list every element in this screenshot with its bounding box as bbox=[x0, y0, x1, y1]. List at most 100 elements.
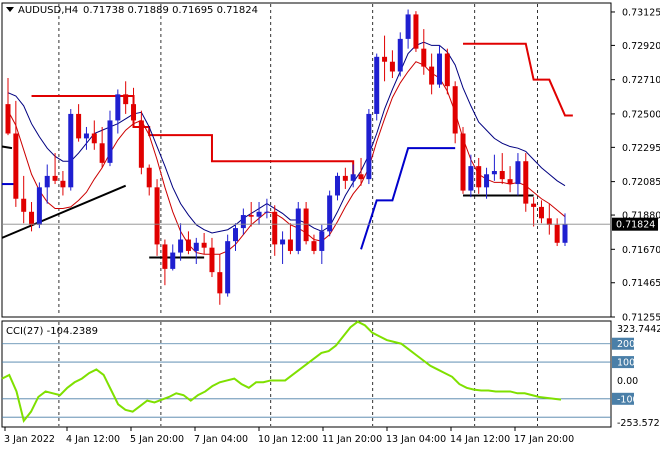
time-tick-label: 11 Jan 20:00 bbox=[322, 434, 382, 445]
candle-body bbox=[515, 161, 521, 185]
cci-tick-label: -253.5723 bbox=[617, 418, 660, 429]
moving-average-line bbox=[7, 61, 566, 255]
candlesticks bbox=[5, 9, 568, 305]
cci-level-lines bbox=[2, 343, 611, 418]
candle-body bbox=[413, 14, 419, 49]
candle-body bbox=[264, 211, 270, 213]
symbol-label: AUDUSD,H4 bbox=[18, 5, 78, 16]
candle-body bbox=[162, 244, 168, 269]
candle-body bbox=[468, 166, 474, 191]
candle-body bbox=[217, 272, 223, 294]
day-separators bbox=[58, 4, 538, 426]
candle-body bbox=[154, 187, 160, 245]
support-step-line bbox=[360, 147, 456, 250]
candle-body bbox=[272, 211, 278, 245]
candle-body bbox=[554, 224, 560, 243]
candle-body bbox=[280, 239, 286, 245]
candle-body bbox=[429, 66, 435, 85]
candle-body bbox=[185, 239, 191, 251]
candle-body bbox=[531, 203, 537, 207]
candle-body bbox=[287, 239, 293, 251]
candle-body bbox=[476, 166, 482, 188]
candle-body bbox=[60, 180, 66, 188]
candle-body bbox=[358, 174, 364, 180]
candle-body bbox=[44, 175, 50, 188]
candle-body bbox=[444, 53, 450, 87]
candle-body bbox=[123, 94, 129, 105]
moving-average-line bbox=[7, 41, 566, 234]
time-tick-label: 14 Jan 12:00 bbox=[450, 434, 510, 445]
candle-body bbox=[484, 174, 490, 188]
price-tick-label: 0.71880 bbox=[622, 211, 660, 222]
time-tick-label: 3 Jan 2022 bbox=[4, 434, 55, 445]
candle-body bbox=[193, 242, 199, 251]
current-price-box: 0.71824 bbox=[612, 217, 658, 231]
candle-body bbox=[389, 61, 395, 72]
candle-body bbox=[83, 133, 89, 139]
candle-body bbox=[350, 174, 356, 181]
time-tick-label: 10 Jan 12:00 bbox=[258, 434, 318, 445]
price-tick-label: 0.72500 bbox=[622, 109, 660, 120]
time-tick-label: 4 Jan 12:00 bbox=[66, 434, 120, 445]
candle-body bbox=[374, 56, 380, 114]
candle-body bbox=[460, 133, 466, 191]
candle-body bbox=[405, 14, 411, 39]
candle-body bbox=[209, 247, 215, 273]
candle-body bbox=[225, 241, 231, 294]
candle-body bbox=[421, 48, 427, 67]
candle-body bbox=[311, 241, 317, 251]
ohlc-readout: 0.71738 0.71889 0.71695 0.71824 bbox=[83, 5, 258, 16]
candle-body bbox=[248, 215, 254, 217]
candle-body bbox=[91, 133, 97, 144]
cci-panel[interactable] bbox=[1, 320, 612, 428]
candle-body bbox=[115, 94, 121, 121]
candle-body bbox=[201, 242, 207, 248]
price-panel[interactable] bbox=[1, 2, 612, 318]
candle-body bbox=[546, 218, 552, 225]
candle-body bbox=[36, 187, 42, 225]
cci-line bbox=[1, 320, 562, 424]
price-tick-label: 0.71670 bbox=[622, 245, 660, 256]
candle-body bbox=[233, 228, 239, 242]
price-tick-label: 0.73125 bbox=[622, 7, 660, 18]
candle-body bbox=[13, 133, 19, 199]
candle-body bbox=[256, 211, 262, 217]
candle-body bbox=[366, 113, 372, 180]
candle-body bbox=[146, 167, 152, 188]
cci-tick-label: -100 bbox=[617, 394, 639, 405]
candle-body bbox=[303, 208, 309, 242]
cci-tick-label: 200 bbox=[617, 339, 635, 350]
cci-axis: 323.7442 200 100 0.00 -100 -253.5723 bbox=[612, 324, 660, 429]
candle-body bbox=[76, 113, 82, 139]
candle-body bbox=[342, 175, 348, 181]
candle-body bbox=[5, 104, 11, 134]
candle-body bbox=[107, 120, 113, 163]
candle-body bbox=[397, 38, 403, 72]
candle-body bbox=[240, 215, 246, 229]
candle-body bbox=[178, 239, 184, 253]
candle-body bbox=[452, 86, 458, 134]
candle-body bbox=[29, 211, 35, 225]
candle-body bbox=[99, 143, 105, 163]
price-axis: 0.73125 0.72920 0.72710 0.72500 0.72295 0.720… bbox=[611, 7, 660, 324]
candle-body bbox=[382, 56, 388, 62]
time-tick-label: 13 Jan 04:00 bbox=[386, 434, 446, 445]
candle-body bbox=[327, 195, 333, 232]
resistance-step-line bbox=[463, 42, 573, 117]
cci-tick-label: 323.7442 bbox=[617, 324, 660, 335]
collapse-triangle-icon[interactable] bbox=[6, 7, 14, 12]
time-tick-label: 7 Jan 04:00 bbox=[194, 434, 248, 445]
price-tick-label: 0.72710 bbox=[622, 75, 660, 86]
trend-line bbox=[1, 184, 127, 239]
candle-body bbox=[170, 252, 176, 269]
time-tick-label: 17 Jan 20:00 bbox=[514, 434, 574, 445]
price-tick-label: 0.71255 bbox=[622, 313, 660, 324]
candle-body bbox=[562, 224, 568, 243]
moving-average-lines bbox=[7, 41, 566, 255]
candle-body bbox=[491, 171, 497, 175]
candle-body bbox=[138, 120, 144, 168]
candle-body bbox=[131, 104, 137, 121]
time-axis: 3 Jan 2022 4 Jan 12:00 5 Jan 20:00 7 Jan 04… bbox=[4, 427, 574, 445]
cci-tick-label: 0.00 bbox=[617, 376, 638, 387]
